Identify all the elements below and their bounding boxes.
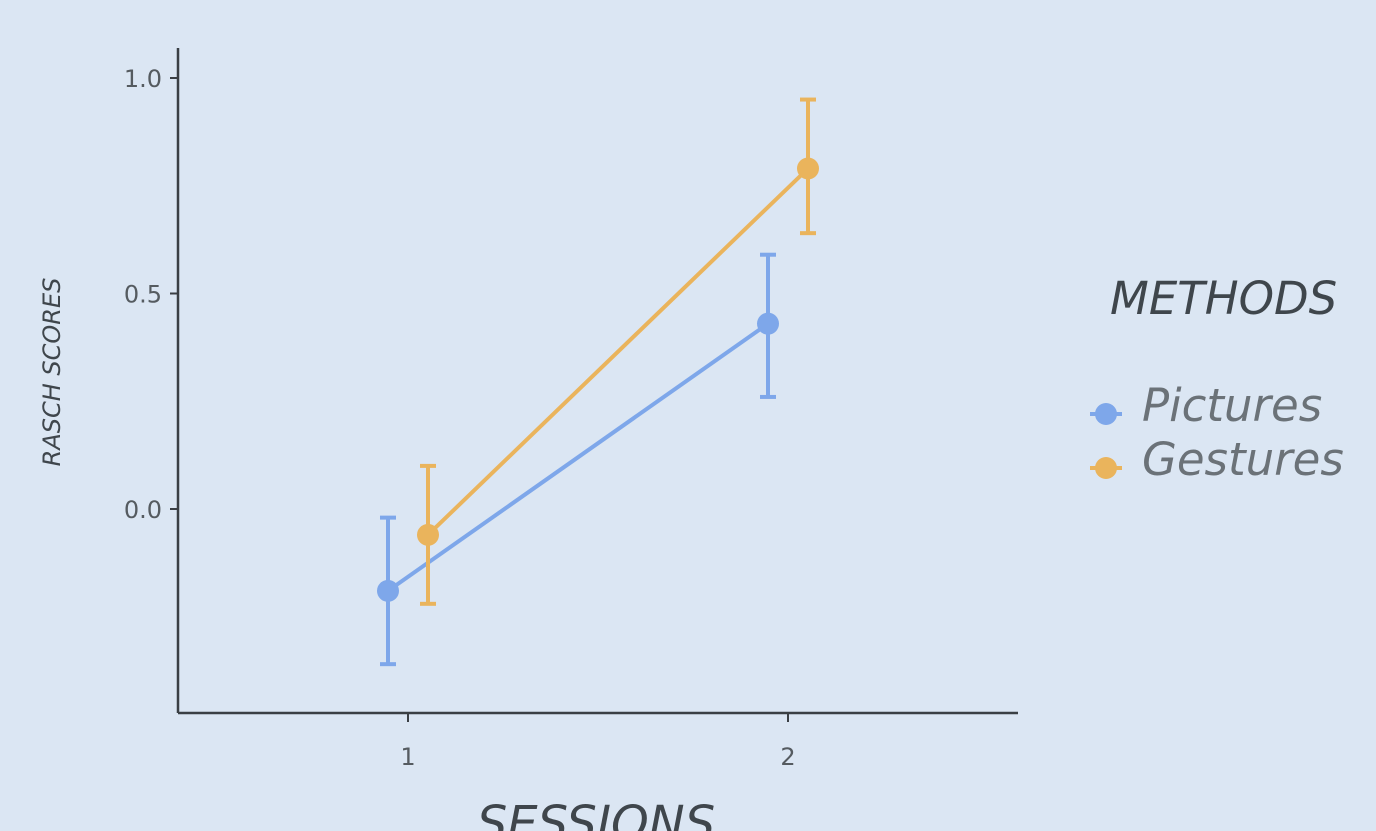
data-point-gestures-0	[417, 523, 439, 546]
series-line-gestures	[426, 167, 810, 537]
x-tick-label-1: 2	[780, 743, 795, 771]
legend-swatch-gestures	[1095, 457, 1117, 479]
legend-label-gestures: Gestures	[1142, 433, 1344, 486]
y-tick-label-0: 0.0	[124, 496, 162, 524]
axes-layer: 0.0 0.5 1.0 1 2	[124, 48, 1018, 771]
series-gestures	[417, 97, 819, 606]
x-axis-title: SESSIONS	[477, 796, 715, 831]
legend-item-gestures: Gestures	[1090, 433, 1344, 486]
data-point-pictures-1	[757, 312, 779, 335]
series-layer	[377, 97, 819, 667]
series-pictures	[377, 252, 779, 667]
y-axis-title: RASCH SCORES	[38, 278, 66, 467]
series-line-pictures	[386, 322, 770, 593]
y-tick-label-2: 1.0	[124, 65, 162, 93]
legend-title: METHODS	[1110, 272, 1337, 325]
y-tick-label-1: 0.5	[124, 281, 162, 309]
legend-item-pictures: Pictures	[1090, 379, 1322, 432]
data-point-pictures-0	[377, 579, 399, 602]
x-tick-label-0: 1	[400, 743, 415, 771]
legend-swatch-pictures	[1095, 403, 1117, 425]
data-point-gestures-1	[797, 157, 819, 180]
legend-label-pictures: Pictures	[1142, 379, 1322, 432]
